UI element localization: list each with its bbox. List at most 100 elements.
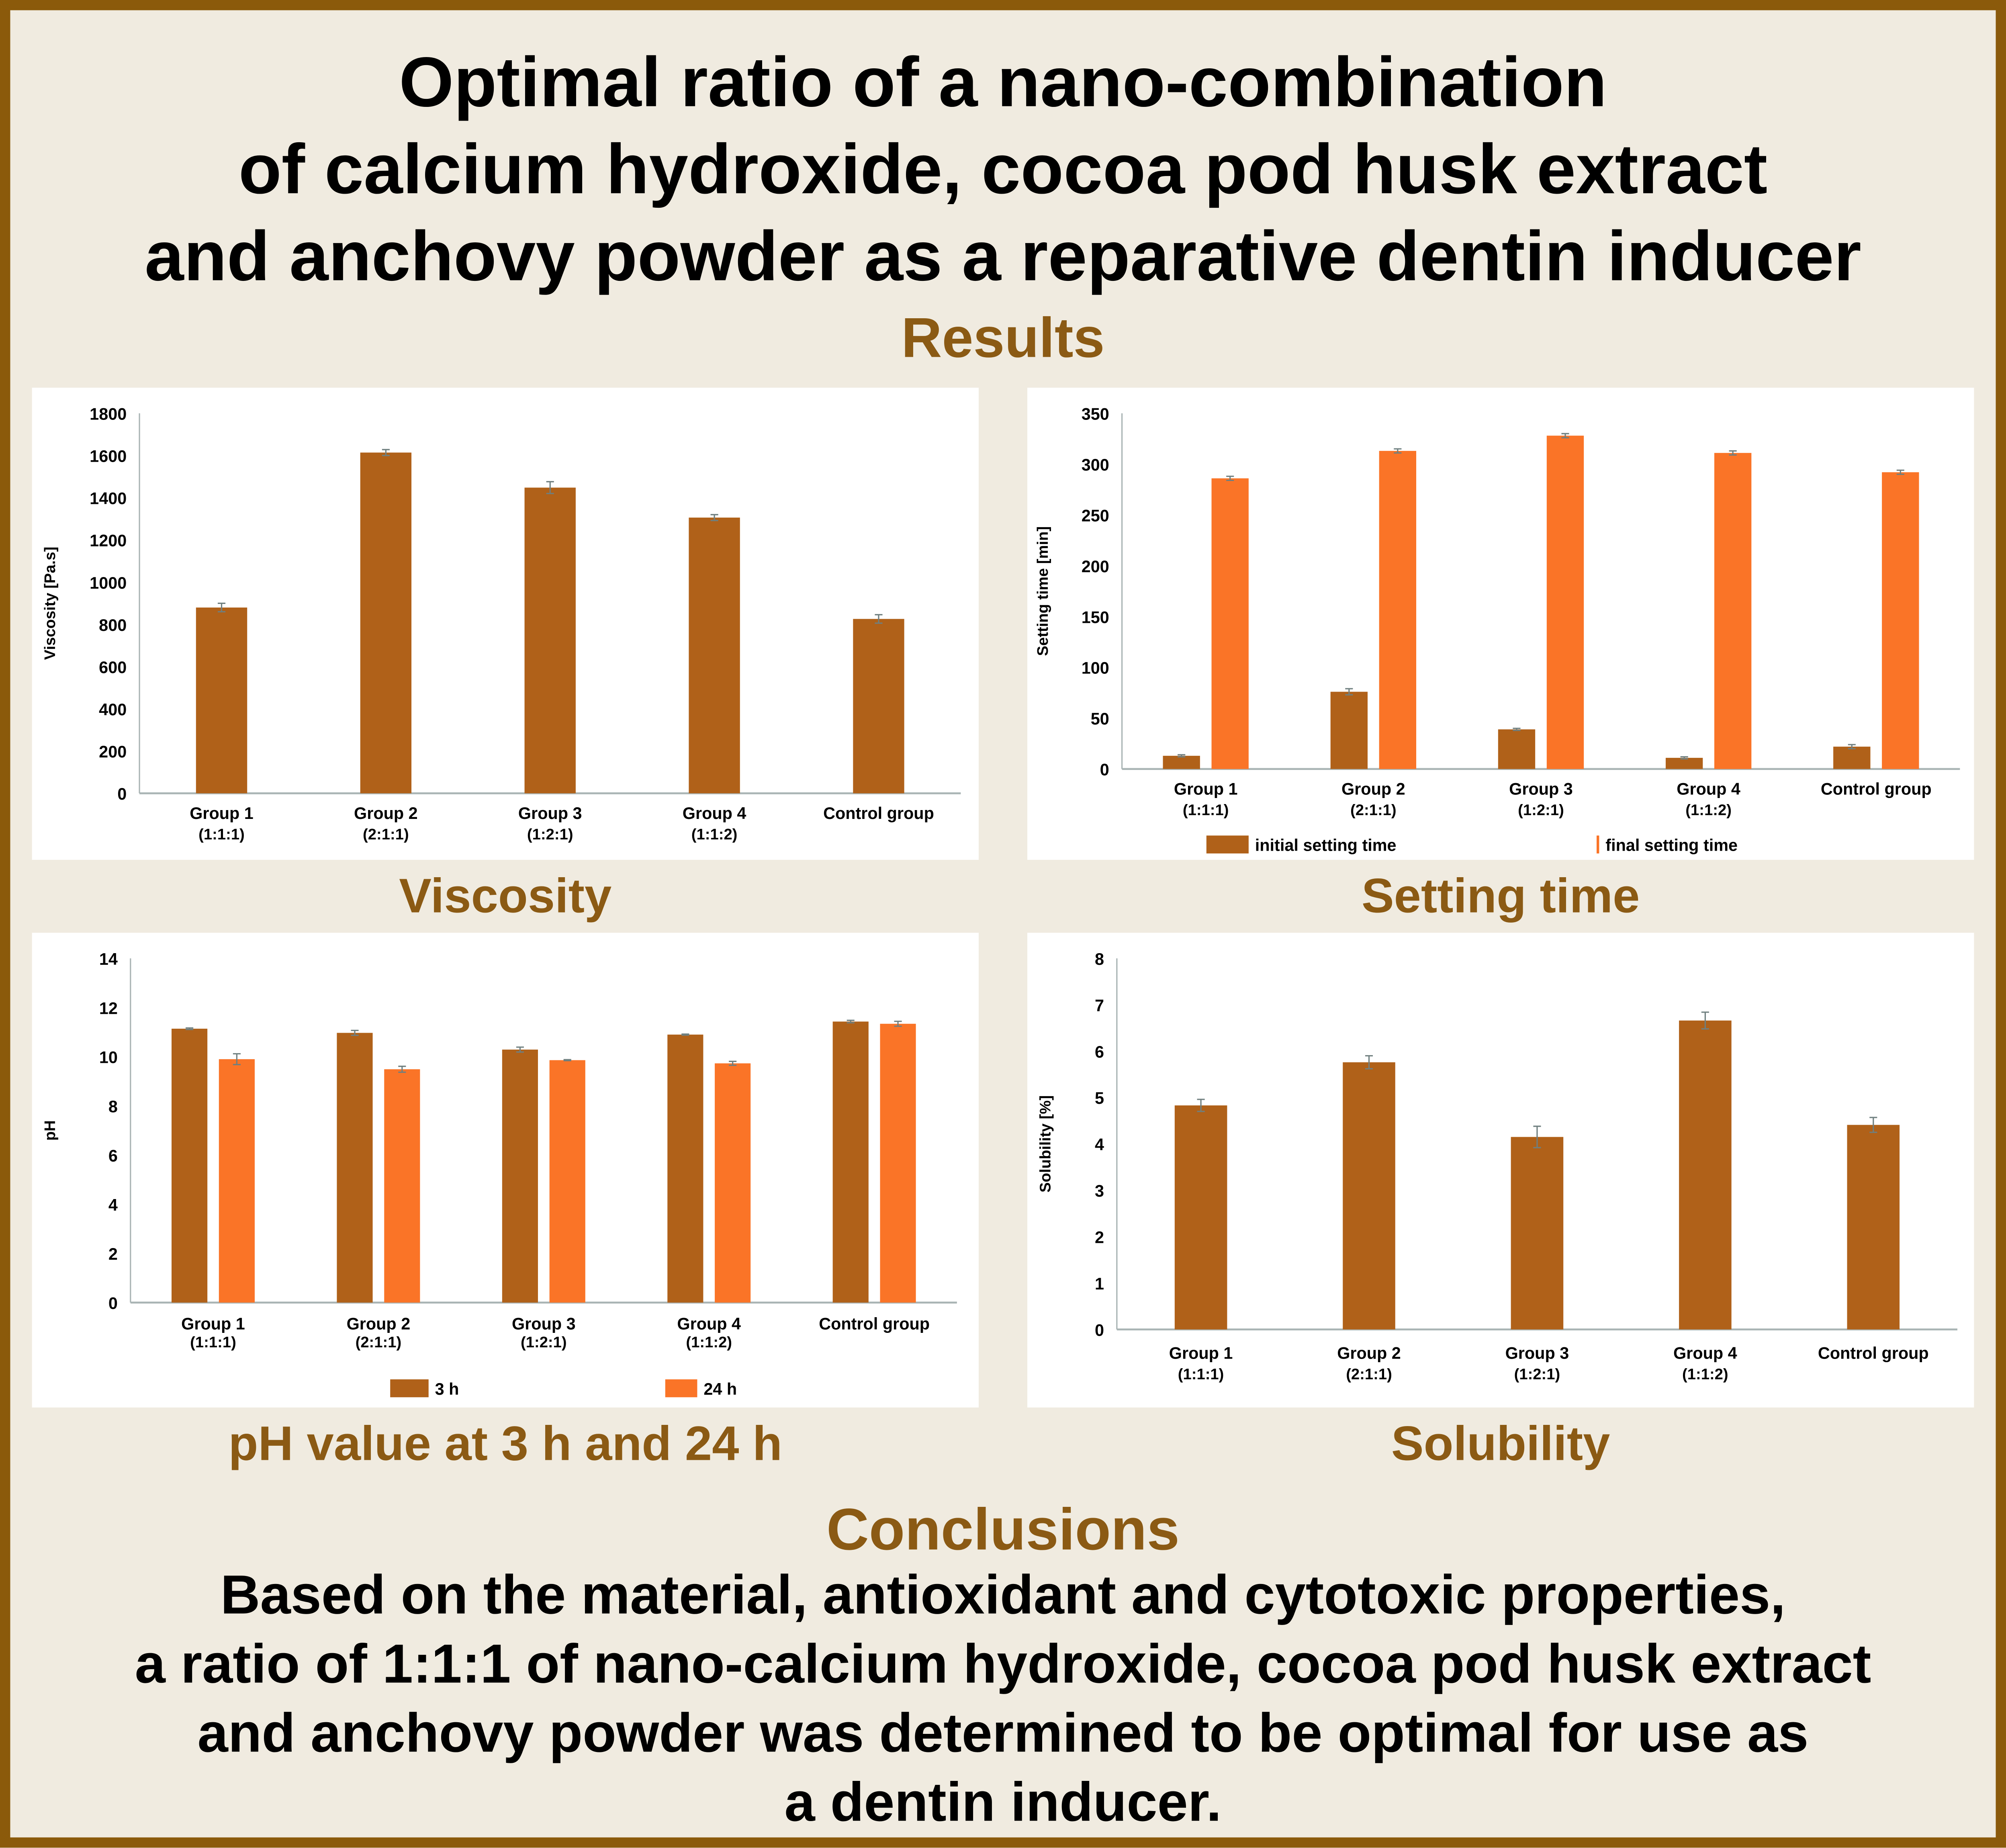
- x-tick-sublabel: (1:1:2): [1685, 801, 1732, 819]
- x-tick-sublabel: (1:1:2): [1682, 1366, 1728, 1383]
- y-tick-label: 250: [1082, 506, 1109, 525]
- bar: [715, 1063, 751, 1303]
- conclusion-line: and anchovy powder was determined to be …: [197, 1703, 1809, 1765]
- legend-swatch: [1206, 835, 1249, 853]
- bar: [524, 487, 576, 794]
- conclusions-heading: Conclusions: [826, 1496, 1180, 1563]
- y-tick-label: 0: [108, 1294, 118, 1313]
- y-tick-label: 0: [1095, 1321, 1104, 1339]
- bar: [1511, 1137, 1564, 1330]
- y-tick-label: 150: [1082, 608, 1109, 626]
- title-line: and anchovy powder as a reparative denti…: [145, 216, 1861, 296]
- results-heading: Results: [901, 307, 1105, 370]
- x-tick-label: Group 4: [683, 804, 746, 823]
- x-tick-sublabel: (1:1:2): [691, 826, 738, 843]
- bar: [196, 607, 247, 794]
- bar: [832, 1021, 869, 1303]
- x-tick-label: Control group: [1821, 780, 1932, 798]
- x-tick-sublabel: (1:2:1): [527, 826, 573, 843]
- bar: [1498, 729, 1536, 769]
- y-tick-label: 1600: [90, 447, 127, 466]
- poster-title: Optimal ratio of a nano-combination of c…: [10, 39, 1996, 300]
- y-tick-label: 6: [1095, 1043, 1104, 1061]
- bar: [1163, 755, 1200, 769]
- x-tick-label: Group 3: [518, 804, 582, 823]
- conclusion-line: Based on the material, antioxidant and c…: [220, 1565, 1786, 1627]
- x-tick-label: Group 1: [181, 1314, 245, 1333]
- ph-chart: 0 2 4 6 8 10 12 14 pH Group 1 (1:1:1) Group 2 (2:1:1…: [32, 933, 979, 1408]
- y-tick-label: 0: [117, 785, 127, 803]
- x-tick-label: Group 1: [1169, 1344, 1233, 1363]
- bar: [1847, 1125, 1900, 1330]
- bar: [502, 1050, 538, 1303]
- y-tick-label: 200: [1082, 557, 1109, 576]
- x-tick-label: Group 4: [1677, 780, 1740, 798]
- bar: [1211, 478, 1249, 769]
- x-tick-label: Group 4: [1673, 1344, 1737, 1363]
- x-tick-sublabel: (1:1:1): [190, 1334, 236, 1351]
- bar: [384, 1069, 420, 1303]
- y-tick-label: 100: [1082, 659, 1109, 677]
- x-tick-sublabel: (1:2:1): [521, 1334, 567, 1351]
- y-tick-label: 1400: [90, 489, 127, 508]
- setting-time-chart: 0 50 100 150 200 250 300 350 Setting time [min] G…: [1027, 387, 1974, 860]
- y-tick-label: 6: [108, 1146, 118, 1165]
- x-tick-label: Group 2: [354, 804, 418, 823]
- x-tick-sublabel: (2:1:1): [1346, 1366, 1392, 1383]
- y-tick-label: 14: [99, 950, 118, 968]
- conclusion-line: a ratio of 1:1:1 of nano-calcium hydroxi…: [135, 1634, 1871, 1696]
- x-tick-sublabel: (1:2:1): [1514, 1366, 1560, 1383]
- x-tick-sublabel: (2:1:1): [356, 1334, 402, 1351]
- legend-swatch: [390, 1379, 429, 1398]
- bar: [1679, 1020, 1732, 1330]
- x-tick-sublabel: (1:1:1): [1178, 1366, 1224, 1383]
- bar: [337, 1033, 373, 1303]
- bar: [549, 1060, 585, 1303]
- x-tick-label: Group 1: [1174, 780, 1238, 798]
- viscosity-caption: Viscosity: [399, 870, 612, 924]
- legend-label: 24 h: [703, 1380, 737, 1398]
- viscosity-chart: 0 200 400 600 800 1000 1200 1400 1600 1800 Viscosi…: [32, 387, 979, 860]
- legend-label: final setting time: [1605, 836, 1738, 855]
- x-tick-sublabel: (1:1:1): [1183, 801, 1229, 819]
- x-tick-label: Group 1: [190, 804, 254, 823]
- y-tick-label: 4: [108, 1196, 118, 1214]
- bar: [1833, 747, 1871, 769]
- ph-caption: pH value at 3 h and 24 h: [228, 1418, 783, 1471]
- x-tick-label: Group 2: [1341, 780, 1405, 798]
- y-tick-label: 12: [99, 999, 118, 1017]
- x-tick-label: Group 3: [1505, 1344, 1569, 1363]
- y-tick-label: 350: [1082, 405, 1109, 423]
- title-line: Optimal ratio of a nano-combination: [399, 42, 1607, 122]
- y-axis-title: Setting time [min]: [1034, 526, 1051, 656]
- conclusions-text: Based on the material, antioxidant and c…: [10, 1561, 1996, 1838]
- y-tick-label: 600: [99, 658, 127, 677]
- y-tick-label: 1800: [90, 405, 127, 423]
- bar: [1882, 472, 1919, 769]
- y-tick-label: 8: [1095, 950, 1104, 968]
- y-tick-label: 3: [1095, 1182, 1104, 1200]
- bar: [1546, 436, 1584, 769]
- legend-label: initial setting time: [1255, 836, 1397, 855]
- bar: [689, 518, 740, 794]
- bar: [1379, 451, 1417, 769]
- bar: [853, 619, 904, 794]
- x-tick-label: Group 2: [347, 1314, 411, 1333]
- bar: [667, 1034, 703, 1303]
- title-line: of calcium hydroxide, cocoa pod husk ext…: [238, 129, 1768, 209]
- bar: [1174, 1105, 1227, 1330]
- y-tick-label: 400: [99, 700, 127, 719]
- y-axis-title: pH: [41, 1120, 59, 1141]
- y-tick-label: 300: [1082, 456, 1109, 474]
- y-tick-label: 1200: [90, 532, 127, 550]
- x-tick-label: Group 4: [677, 1314, 741, 1333]
- y-tick-label: 0: [1100, 761, 1109, 779]
- x-tick-sublabel: (2:1:1): [1350, 801, 1397, 819]
- x-tick-sublabel: (1:1:2): [686, 1334, 732, 1351]
- x-tick-label: Control group: [1818, 1344, 1929, 1363]
- bar: [360, 452, 412, 794]
- x-tick-label: Group 3: [1509, 780, 1573, 798]
- x-tick-label: Group 3: [512, 1314, 576, 1333]
- solubility-caption: Solubility: [1391, 1418, 1610, 1471]
